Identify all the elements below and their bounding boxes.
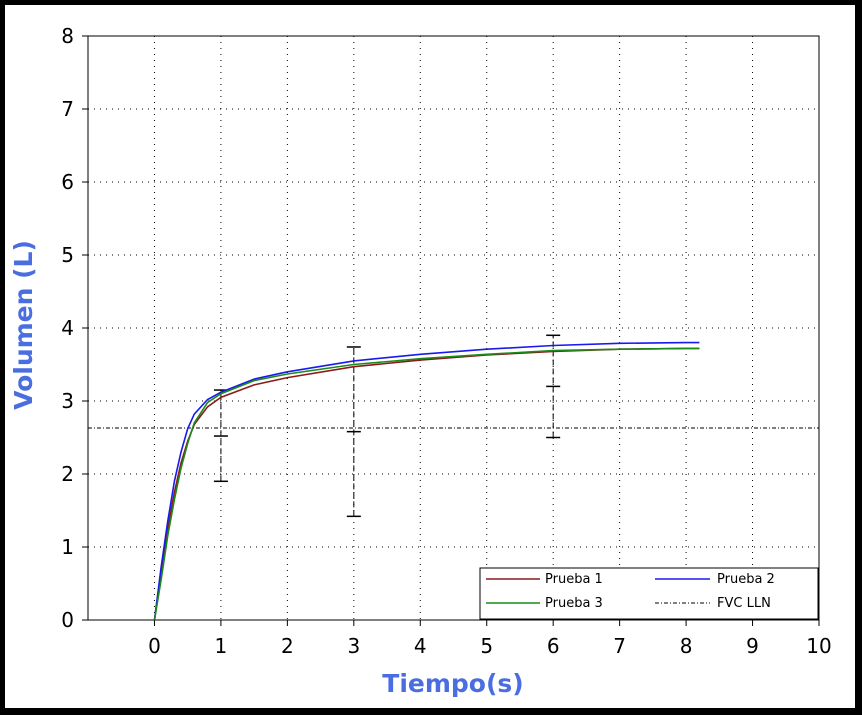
- y-tick-label: 0: [61, 608, 74, 632]
- error-bar: [346, 346, 361, 518]
- x-tick-label: 2: [281, 634, 294, 658]
- legend-box: [479, 567, 819, 620]
- x-tick-label: 9: [746, 634, 759, 658]
- x-tick-label: 10: [806, 634, 831, 658]
- y-tick-label: 4: [61, 316, 74, 340]
- y-tick-label: 3: [61, 389, 74, 413]
- x-tick-label: 6: [547, 634, 560, 658]
- x-axis-title: Tiempo(s): [382, 669, 523, 698]
- legend-label-prueba-2: Prueba 2: [717, 572, 775, 587]
- series-line-prueba-3: [153, 347, 700, 621]
- x-tick-label: 4: [414, 634, 427, 658]
- y-tick-labels: 0 1 2 3 4 5 6 7 8: [61, 24, 74, 632]
- y-axis-title: Volumen (L): [9, 240, 38, 410]
- grid: [88, 36, 819, 620]
- y-tick-label: 2: [61, 462, 74, 486]
- x-tick-label: 7: [613, 634, 626, 658]
- series-lines: [153, 341, 700, 621]
- legend: Prueba 1 Prueba 2 Prueba 3 FVC LLN: [479, 567, 819, 620]
- error-bars: [213, 334, 561, 518]
- spirometry-chart: 0 1 2 3 4 5 6 7 8 9 10 0 1 2 3 4 5 6 7 8 Tiempo(s) Volumen…: [9, 24, 832, 698]
- y-tick-label: 8: [61, 24, 74, 48]
- x-tick-label: 5: [480, 634, 493, 658]
- legend-label-prueba-3: Prueba 3: [545, 596, 603, 611]
- chart-frame: 0 1 2 3 4 5 6 7 8 9 10 0 1 2 3 4 5 6 7 8 Tiempo(s) Volumen…: [5, 5, 855, 708]
- x-tick-label: 0: [148, 634, 161, 658]
- x-tick-label: 8: [680, 634, 693, 658]
- x-tick-labels: 0 1 2 3 4 5 6 7 8 9 10: [148, 634, 832, 658]
- plot-background: [87, 35, 820, 621]
- y-tick-label: 1: [61, 535, 74, 559]
- y-tick-label: 7: [61, 97, 74, 121]
- legend-label-fvc-lln: FVC LLN: [717, 596, 771, 611]
- legend-label-prueba-1: Prueba 1: [545, 572, 603, 587]
- y-tick-label: 6: [61, 170, 74, 194]
- y-tick-label: 5: [61, 243, 74, 267]
- axis-ticks: [82, 35, 820, 626]
- x-tick-label: 1: [215, 634, 228, 658]
- error-bar: [546, 334, 561, 439]
- series-line-prueba-2: [153, 341, 700, 621]
- x-tick-label: 3: [347, 634, 360, 658]
